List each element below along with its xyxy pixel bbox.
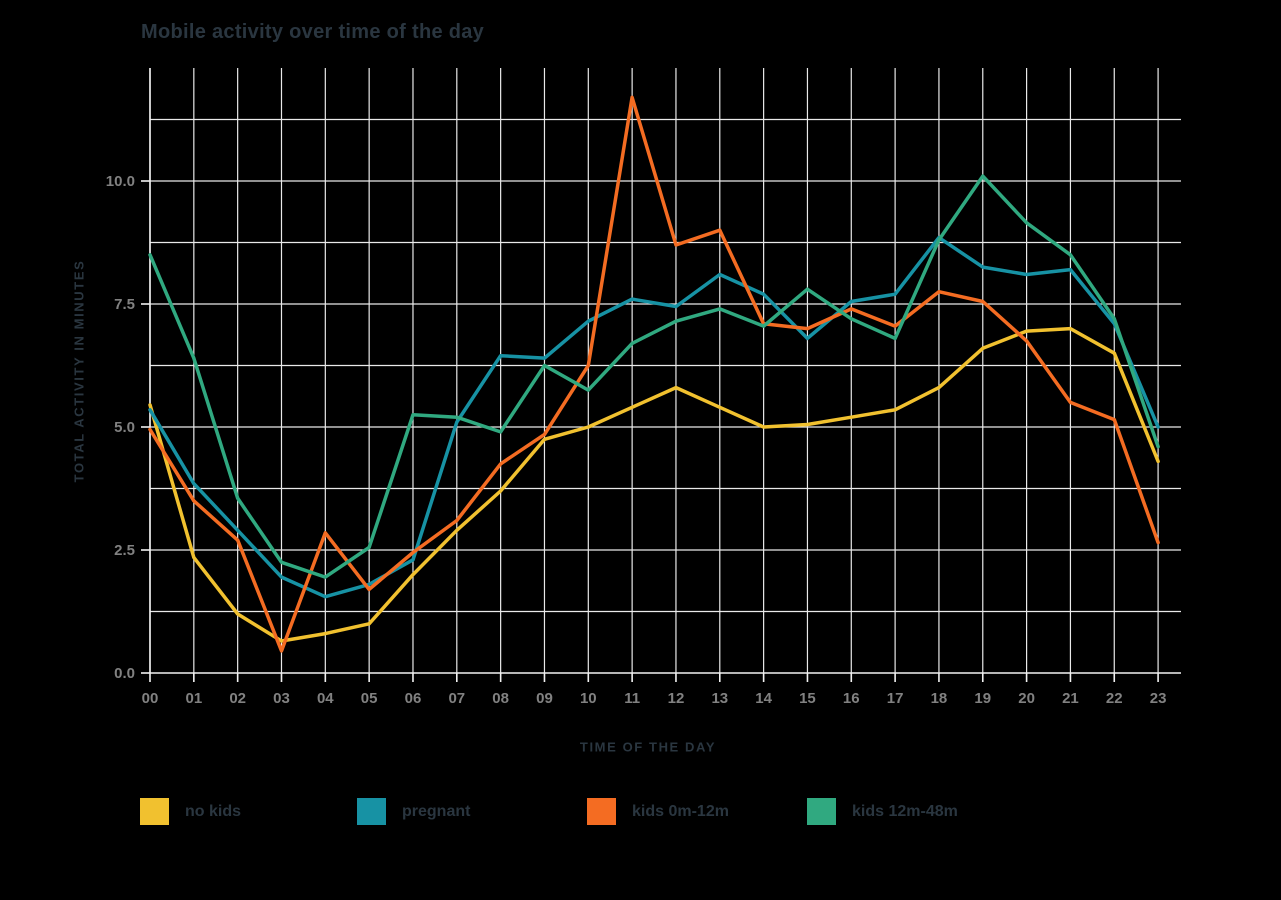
x-tick-label: 09 xyxy=(536,690,553,707)
x-tick-label: 10 xyxy=(580,690,597,707)
x-tick-label: 01 xyxy=(185,690,202,707)
y-tick-label: 2.5 xyxy=(114,542,135,559)
x-tick-label: 11 xyxy=(624,690,640,707)
series-line-pregnant xyxy=(148,235,1160,599)
x-tick-label: 13 xyxy=(711,690,728,707)
x-tick-label: 05 xyxy=(361,690,378,707)
y-axis-title: TOTAL ACTIVITY IN MINUTES xyxy=(71,259,87,483)
legend-swatch xyxy=(357,798,386,825)
legend-label: no kids xyxy=(185,802,242,820)
legend-item-kids-12m-48m: kids 12m-48m xyxy=(807,798,958,825)
x-tick-label: 06 xyxy=(405,690,422,707)
series-line-no-kids xyxy=(148,326,1160,643)
x-tick-label: 08 xyxy=(492,690,509,707)
legend-label: kids 12m-48m xyxy=(852,802,958,820)
chart-title: Mobile activity over time of the day xyxy=(141,21,485,43)
legend-item-no-kids: no kids xyxy=(140,798,241,825)
x-tick-label: 15 xyxy=(799,690,816,707)
series-line-kids-0m-12m xyxy=(148,95,1160,653)
series-line-kids-12m-48m xyxy=(148,174,1160,579)
line-chart-plot: 0.0 2.5 5.0 7.5 10.0 00 01 02 03 04 05 06 07 08 09 10 11… xyxy=(106,68,1181,707)
x-tick-label: 12 xyxy=(668,690,685,707)
x-tick-label: 03 xyxy=(273,690,290,707)
x-tick-label: 19 xyxy=(974,690,991,707)
x-tick-label: 07 xyxy=(448,690,465,707)
legend-label: pregnant xyxy=(402,802,471,820)
x-tick-label: 21 xyxy=(1062,690,1079,707)
x-tick-label: 00 xyxy=(142,690,159,707)
x-tick-label: 04 xyxy=(317,690,334,707)
y-tick-label: 7.5 xyxy=(114,296,135,313)
x-tick-label: 14 xyxy=(755,690,772,707)
y-tick-label: 0.0 xyxy=(114,665,135,682)
y-tick-label: 10.0 xyxy=(106,173,135,190)
x-tick-label: 17 xyxy=(887,690,904,707)
y-tick-label: 5.0 xyxy=(114,419,135,436)
x-axis-title: TIME OF THE DAY xyxy=(579,739,717,755)
x-tick-label: 23 xyxy=(1150,690,1167,707)
x-tick-label: 22 xyxy=(1106,690,1123,707)
x-tick-label: 20 xyxy=(1018,690,1035,707)
x-tick-label: 18 xyxy=(931,690,948,707)
legend-swatch xyxy=(807,798,836,825)
legend-item-pregnant: pregnant xyxy=(357,798,470,825)
x-tick-label: 02 xyxy=(229,690,246,707)
legend-swatch xyxy=(587,798,616,825)
legend-item-kids-0m-12m: kids 0m-12m xyxy=(587,798,729,825)
x-tick-label: 16 xyxy=(843,690,860,707)
legend-label: kids 0m-12m xyxy=(632,802,729,820)
legend-swatch xyxy=(140,798,169,825)
